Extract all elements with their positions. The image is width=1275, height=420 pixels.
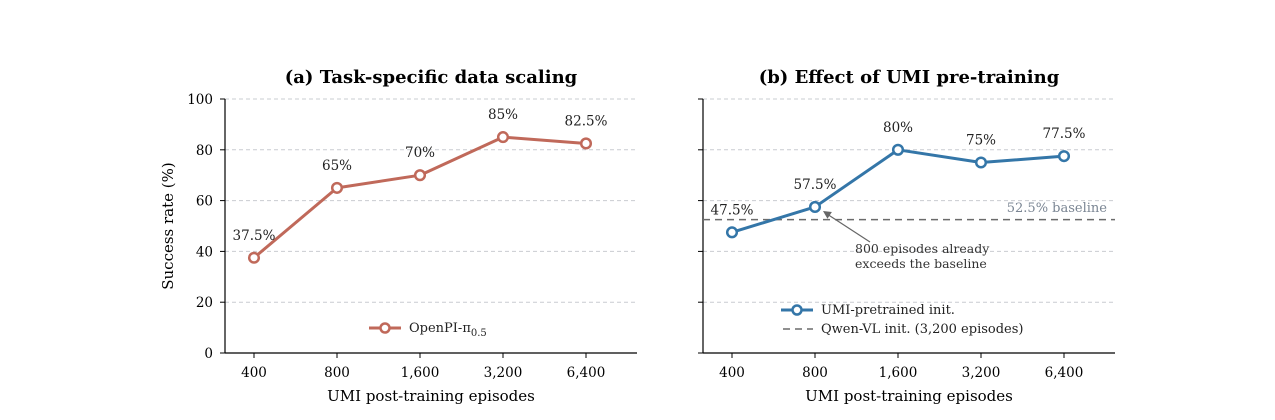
data-point (496, 131, 510, 144)
panel-a-title: (a) Task-specific data scaling (285, 67, 578, 88)
y-tick-label: 20 (196, 295, 213, 311)
panel-b-series (725, 143, 1071, 239)
legend-marker-umi (791, 304, 803, 316)
data-point (725, 226, 739, 239)
data-label: 57.5% (794, 177, 837, 193)
data-point (974, 156, 988, 169)
annotation-arrow (826, 213, 871, 243)
panel-b-grid (703, 98, 1115, 303)
data-point (1057, 150, 1071, 163)
y-tick-label: 0 (204, 346, 213, 362)
data-label: 82.5% (565, 113, 608, 129)
y-tick-label: 60 (196, 194, 213, 210)
x-tick-label: 400 (719, 365, 745, 381)
panel-a-y-ticks: 0 20 40 60 80 100 (187, 92, 225, 362)
data-label: 65% (322, 158, 352, 174)
panel-a: (a) Task-specific data scaling 0 20 40 60 80… (159, 67, 637, 405)
x-tick-label: 3,200 (484, 365, 523, 381)
data-label: 85% (488, 107, 518, 123)
x-tick-label: 800 (324, 365, 350, 381)
legend-marker-openpi (379, 322, 391, 334)
panel-a-legend: OpenPI-π0.5 (369, 321, 487, 339)
y-tick-label: 40 (196, 244, 213, 260)
panel-b-x-axis-label: UMI post-training episodes (805, 387, 1013, 405)
annotation-line-1: 800 episodes already (855, 241, 990, 256)
legend-label-qwen: Qwen-VL init. (3,200 episodes) (821, 322, 1023, 337)
x-tick-label: 6,400 (567, 365, 606, 381)
panel-a-series (247, 131, 593, 264)
panel-a-grid (225, 98, 637, 303)
panel-b-axes (702, 99, 1115, 354)
x-tick-label: 1,600 (401, 365, 440, 381)
x-tick-label: 400 (241, 365, 267, 381)
panel-a-data-labels: 37.5% 65% 70% 85% 82.5% (233, 107, 608, 244)
data-point (891, 143, 905, 156)
baseline-label: 52.5% baseline (1007, 201, 1108, 216)
data-point (247, 251, 261, 264)
panel-a-x-ticks: 400 800 1,600 3,200 6,400 (241, 353, 605, 381)
annotation-arrowhead (823, 210, 832, 219)
panel-b-y-ticks (698, 98, 703, 354)
y-tick-label: 80 (196, 143, 213, 159)
x-tick-label: 800 (802, 365, 828, 381)
panel-b-baseline: 52.5% baseline (703, 201, 1115, 221)
data-label: 80% (883, 120, 913, 136)
y-tick-label: 100 (187, 92, 213, 108)
annotation-line-2: exceeds the baseline (855, 256, 987, 271)
x-tick-label: 1,600 (879, 365, 918, 381)
data-label: 70% (405, 145, 435, 161)
panel-b-title: (b) Effect of UMI pre-training (759, 67, 1060, 88)
x-tick-label: 3,200 (962, 365, 1001, 381)
panel-a-y-axis-label: Success rate (%) (159, 162, 177, 290)
data-label: 75% (966, 133, 996, 149)
panel-b-legend: UMI-pretrained init. Qwen-VL init. (3,20… (781, 303, 1023, 337)
data-point (808, 200, 822, 213)
panel-b: (b) Effect of UMI pre-training 400 800 1,6… (698, 67, 1115, 405)
legend-label-openpi: OpenPI-π0.5 (409, 321, 487, 339)
data-point (330, 181, 344, 194)
panel-a-axes (224, 99, 637, 354)
panel-b-annotation: 800 episodes already exceeds the baselin… (823, 210, 990, 271)
legend-label-umi: UMI-pretrained init. (821, 303, 955, 318)
x-tick-label: 6,400 (1045, 365, 1084, 381)
data-point (413, 169, 427, 182)
data-label: 37.5% (233, 228, 276, 244)
data-point (579, 137, 593, 150)
data-label: 47.5% (711, 202, 754, 218)
panel-a-x-axis-label: UMI post-training episodes (327, 387, 535, 405)
panel-b-data-labels: 47.5% 57.5% 80% 75% 77.5% (711, 120, 1086, 219)
panel-b-x-ticks: 400 800 1,600 3,200 6,400 (719, 353, 1083, 381)
data-label: 77.5% (1043, 126, 1086, 142)
